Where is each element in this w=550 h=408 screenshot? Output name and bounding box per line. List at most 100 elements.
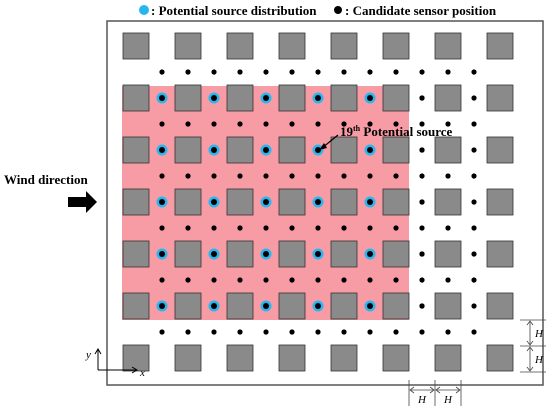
- building: [434, 84, 462, 112]
- sensor-position: [263, 277, 269, 283]
- sensor-position: [289, 173, 295, 179]
- potential-source-superscript: th: [353, 124, 361, 133]
- potential-source-core: [211, 199, 217, 205]
- sensor-position: [263, 225, 269, 231]
- sensor-position: [315, 225, 321, 231]
- building: [122, 188, 150, 216]
- building: [278, 188, 306, 216]
- building: [486, 32, 514, 60]
- sensor-position: [159, 277, 165, 283]
- building: [382, 344, 410, 372]
- potential-source-index: 19: [340, 124, 354, 139]
- sensor-position: [419, 303, 425, 309]
- sensor-position: [289, 121, 295, 127]
- building: [226, 32, 254, 60]
- building: [382, 292, 410, 320]
- sensor-position: [393, 329, 399, 335]
- sensor-position: [185, 69, 191, 75]
- sensor-position: [237, 277, 243, 283]
- building: [382, 240, 410, 268]
- sensor-position: [237, 329, 243, 335]
- building: [174, 136, 202, 164]
- building: [434, 136, 462, 164]
- building: [382, 84, 410, 112]
- sensor-position: [393, 225, 399, 231]
- sensor-position: [341, 69, 347, 75]
- potential-source-label: 19th Potential source: [340, 124, 453, 139]
- sensor-position: [185, 225, 191, 231]
- sensor-position: [445, 277, 451, 283]
- sources-layer: [156, 92, 376, 312]
- sensor-position: [445, 69, 451, 75]
- potential-source-core: [159, 251, 165, 257]
- sensor-position: [211, 277, 217, 283]
- sensor-position: [471, 95, 477, 101]
- building: [330, 136, 358, 164]
- potential-source-core: [263, 95, 269, 101]
- building: [278, 136, 306, 164]
- sensor-position: [289, 225, 295, 231]
- building: [330, 292, 358, 320]
- potential-source-core: [211, 95, 217, 101]
- building: [382, 32, 410, 60]
- sensor-position: [471, 173, 477, 179]
- sensor-position: [341, 277, 347, 283]
- sensor-position: [367, 277, 373, 283]
- building: [278, 84, 306, 112]
- building: [382, 188, 410, 216]
- building: [434, 188, 462, 216]
- legend-sensor-label: : Candidate sensor position: [345, 3, 497, 18]
- sensor-position: [237, 121, 243, 127]
- sensor-position: [159, 173, 165, 179]
- sensor-position: [445, 225, 451, 231]
- sensor-position: [445, 173, 451, 179]
- sensor-position: [211, 69, 217, 75]
- sensor-position: [419, 329, 425, 335]
- potential-source-core: [367, 251, 373, 257]
- building: [226, 136, 254, 164]
- sensor-position: [471, 199, 477, 205]
- sensor-position: [185, 121, 191, 127]
- potential-source-core: [367, 303, 373, 309]
- x-axis-label: x: [139, 367, 145, 379]
- potential-source-core: [263, 251, 269, 257]
- building: [226, 84, 254, 112]
- wind-direction: Wind direction: [4, 172, 97, 213]
- building: [434, 32, 462, 60]
- sensor-position: [341, 173, 347, 179]
- building: [486, 344, 514, 372]
- legend-sensor-marker: [334, 6, 342, 14]
- potential-source-core: [159, 199, 165, 205]
- sensor-position: [393, 69, 399, 75]
- building: [486, 84, 514, 112]
- sensor-position: [419, 225, 425, 231]
- spacing-label-h1: H: [417, 394, 427, 406]
- potential-source-core: [159, 95, 165, 101]
- sensor-position: [419, 147, 425, 153]
- building: [122, 84, 150, 112]
- building: [226, 240, 254, 268]
- sensor-position: [263, 329, 269, 335]
- sensor-position: [211, 173, 217, 179]
- sensor-position: [211, 121, 217, 127]
- building: [330, 344, 358, 372]
- sensor-position: [159, 329, 165, 335]
- building: [382, 136, 410, 164]
- building: [174, 84, 202, 112]
- sensor-position: [419, 121, 425, 127]
- sensor-position: [289, 329, 295, 335]
- sensor-position: [315, 277, 321, 283]
- potential-source-core: [263, 303, 269, 309]
- building: [434, 292, 462, 320]
- legend-source-label: : Potential source distribution: [151, 3, 317, 18]
- potential-source-core: [263, 199, 269, 205]
- building: [434, 240, 462, 268]
- sensor-position: [471, 277, 477, 283]
- potential-source-text: Potential source: [360, 124, 452, 139]
- sensor-position: [367, 329, 373, 335]
- building: [122, 136, 150, 164]
- building: [486, 188, 514, 216]
- sensor-position: [185, 277, 191, 283]
- sensor-position: [237, 69, 243, 75]
